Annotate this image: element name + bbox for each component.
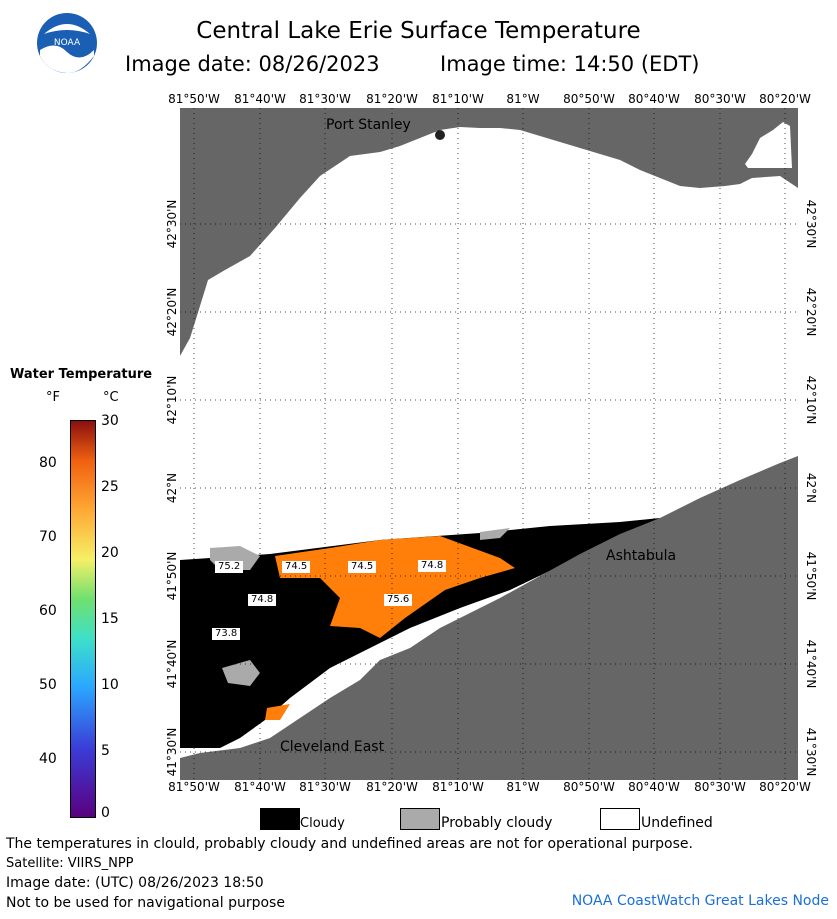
temp-label: 74.8 [248, 594, 277, 606]
c-tick: 5 [101, 743, 110, 759]
lat-label-right: 41°40'N [804, 639, 818, 689]
lon-label-bottom: 80°50'W [563, 780, 615, 794]
place-cleveland-east: Cleveland East [280, 739, 385, 755]
key-probably-cloudy-swatch [400, 808, 440, 830]
lon-label-top: 81°W [506, 92, 540, 106]
f-tick: 60 [39, 603, 57, 619]
legend-unit-c: °C [103, 390, 119, 405]
logo-text: NOAA [54, 38, 81, 48]
image-time: Image time: 14:50 (EDT) [440, 52, 700, 76]
lon-label-bottom: 81°50'W [168, 780, 220, 794]
land-south [180, 456, 798, 780]
temp-label: 74.5 [282, 561, 311, 573]
probably-cloudy-patch [480, 528, 510, 540]
lon-label-top: 81°20'W [366, 92, 418, 106]
lon-label-top: 80°30'W [694, 92, 746, 106]
c-tick: 30 [101, 413, 119, 429]
inlet [745, 122, 792, 168]
port-stanley-marker [435, 130, 445, 140]
lat-label-left: 41°50'N [165, 551, 179, 601]
f-tick: 40 [39, 751, 57, 767]
key-cloudy-label: Cloudy [300, 816, 345, 831]
lon-label-top: 81°40'W [234, 92, 286, 106]
lon-label-bottom: 81°30'W [299, 780, 351, 794]
probably-cloudy-patch [222, 660, 260, 686]
land-north [180, 108, 798, 356]
lon-label-top: 80°50'W [563, 92, 615, 106]
footer-satellite: Satellite: VIIRS_NPP [6, 856, 134, 871]
noaa-logo: NOAA [37, 13, 97, 74]
f-tick: 80 [39, 455, 57, 471]
f-tick: 50 [39, 677, 57, 693]
lon-label-bottom: 80°40'W [628, 780, 680, 794]
lat-label-right: 42°N [804, 472, 818, 504]
key-probably-cloudy-label: Probably cloudy [441, 815, 553, 831]
temp-label: 75.2 [215, 561, 244, 573]
key-cloudy-swatch [260, 808, 300, 830]
temp-label: 74.8 [418, 560, 447, 572]
lon-label-bottom: 81°10'W [432, 780, 484, 794]
lon-label-bottom: 80°20'W [759, 780, 811, 794]
footer-note: The temperatures in clould, probably clo… [6, 836, 693, 852]
lat-label-right: 41°50'N [804, 551, 818, 601]
legend-title: Water Temperature [10, 367, 153, 382]
temperature-colorbar [70, 420, 96, 818]
c-tick: 10 [101, 677, 119, 693]
lat-label-left: 42°20'N [165, 287, 179, 337]
place-ashtabula: Ashtabula [606, 548, 677, 564]
lat-label-left: 42°30'N [165, 199, 179, 249]
lon-label-bottom: 81°40'W [234, 780, 286, 794]
lat-label-right: 42°30'N [804, 199, 818, 249]
lat-label-right: 41°30'N [804, 727, 818, 777]
warm-water-area [275, 536, 515, 638]
footer-credit: NOAA CoastWatch Great Lakes Node [571, 893, 829, 909]
temp-label: 73.8 [212, 628, 241, 640]
f-tick: 70 [39, 529, 57, 545]
temp-label: 75.6 [384, 594, 413, 606]
lon-label-bottom: 81°20'W [366, 780, 418, 794]
lon-label-top: 80°20'W [759, 92, 811, 106]
warm-water-patch [265, 704, 290, 720]
c-tick: 15 [101, 611, 119, 627]
temp-label: 74.5 [348, 561, 377, 573]
key-undefined-swatch [600, 808, 640, 830]
lat-label-left: 41°40'N [165, 639, 179, 689]
lon-label-bottom: 80°30'W [694, 780, 746, 794]
footer-nav: Not to be used for navigational purpose [6, 895, 285, 911]
lat-label-left: 41°30'N [165, 727, 179, 777]
lat-label-left: 42°N [165, 472, 179, 504]
lon-label-top: 80°40'W [628, 92, 680, 106]
key-undefined-label: Undefined [641, 815, 713, 831]
footer-utc-date: Image date: (UTC) 08/26/2023 18:50 [6, 875, 264, 891]
lon-label-bottom: 81°W [506, 780, 540, 794]
lon-label-top: 81°30'W [299, 92, 351, 106]
c-tick: 0 [101, 805, 110, 821]
lon-label-top: 81°50'W [168, 92, 220, 106]
image-date: Image date: 08/26/2023 [125, 52, 380, 76]
graticule [180, 108, 798, 780]
c-tick: 20 [101, 545, 119, 561]
lon-label-top: 81°10'W [432, 92, 484, 106]
c-tick: 25 [101, 479, 119, 495]
place-port-stanley: Port Stanley [326, 117, 411, 133]
lat-label-right: 42°10'N [804, 375, 818, 425]
lake-map [180, 108, 798, 780]
lat-label-left: 42°10'N [165, 375, 179, 425]
legend-unit-f: °F [46, 390, 60, 405]
lat-label-right: 42°20'N [804, 287, 818, 337]
map-title: Central Lake Erie Surface Temperature [196, 18, 641, 44]
